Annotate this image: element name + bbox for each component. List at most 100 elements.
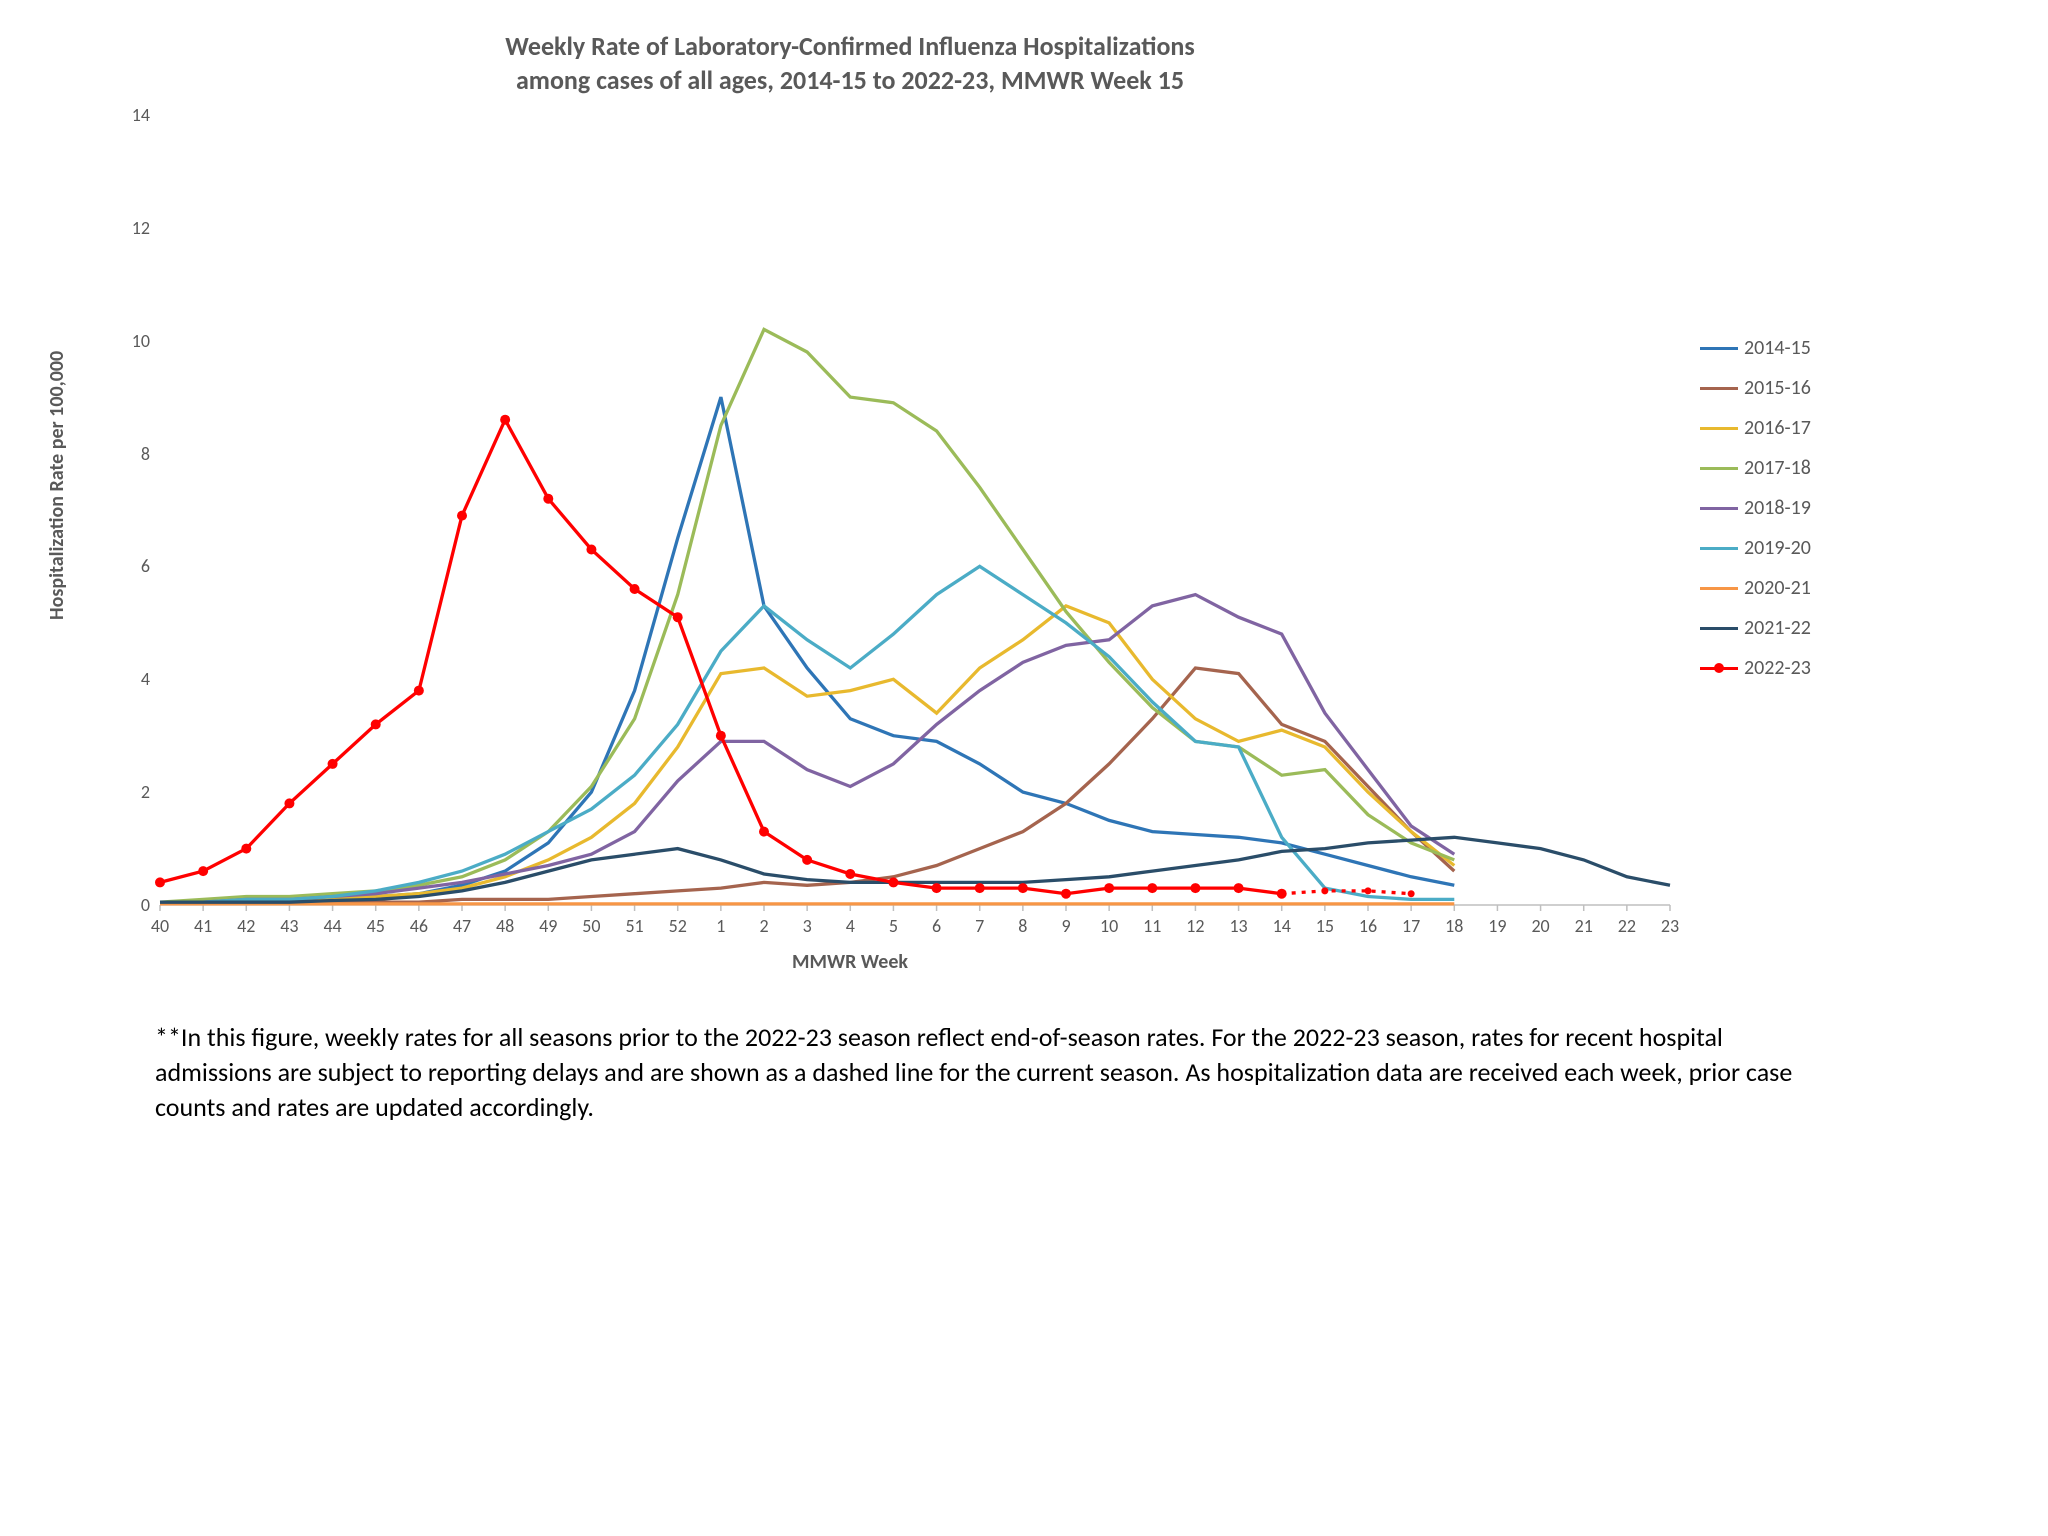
marker: [198, 866, 208, 876]
marker: [1018, 883, 1028, 893]
chart-container: Weekly Rate of Laboratory-Confirmed Infl…: [0, 0, 2048, 1536]
marker: [630, 584, 640, 594]
marker: [284, 798, 294, 808]
plot-area: [140, 95, 1690, 925]
x-tick-label: 3: [787, 915, 827, 937]
x-tick-label: 51: [615, 915, 655, 937]
marker: [457, 511, 467, 521]
marker: [1061, 889, 1071, 899]
x-tick-label: 11: [1132, 915, 1172, 937]
x-axis-label: MMWR Week: [0, 950, 1700, 974]
x-tick-label: 8: [1003, 915, 1043, 937]
series-2015-16: [160, 668, 1454, 902]
y-tick-label: 12: [110, 217, 150, 239]
marker: [586, 545, 596, 555]
x-tick-label: 47: [442, 915, 482, 937]
x-tick-label: 43: [269, 915, 309, 937]
marker-dashed: [1365, 887, 1372, 894]
x-tick-label: 49: [528, 915, 568, 937]
x-tick-label: 41: [183, 915, 223, 937]
legend-swatch: [1700, 587, 1738, 590]
marker: [1234, 883, 1244, 893]
x-tick-label: 20: [1521, 915, 1561, 937]
x-tick-label: 45: [356, 915, 396, 937]
x-tick-label: 6: [917, 915, 957, 937]
y-tick-label: 10: [110, 330, 150, 352]
legend-item: 2019-20: [1700, 535, 1811, 561]
x-tick-label: 52: [658, 915, 698, 937]
series-2017-18: [160, 329, 1454, 902]
legend-label: 2020-21: [1744, 576, 1811, 600]
legend-item: 2018-19: [1700, 495, 1811, 521]
marker: [414, 686, 424, 696]
legend-label: 2017-18: [1744, 456, 1811, 480]
x-tick-label: 12: [1175, 915, 1215, 937]
y-tick-label: 6: [110, 555, 150, 577]
marker: [716, 731, 726, 741]
y-tick-label: 2: [110, 781, 150, 803]
legend-label: 2022-23: [1744, 656, 1811, 680]
y-tick-label: 14: [110, 104, 150, 126]
x-tick-label: 16: [1348, 915, 1388, 937]
marker: [845, 869, 855, 879]
title-line-1: Weekly Rate of Laboratory-Confirmed Infl…: [505, 30, 1195, 62]
marker: [155, 877, 165, 887]
legend-swatch: [1700, 627, 1738, 630]
legend-label: 2019-20: [1744, 536, 1811, 560]
legend-marker: [1714, 663, 1724, 673]
x-tick-label: 42: [226, 915, 266, 937]
legend-label: 2018-19: [1744, 496, 1811, 520]
x-tick-label: 50: [571, 915, 611, 937]
x-tick-label: 14: [1262, 915, 1302, 937]
marker: [673, 612, 683, 622]
marker: [500, 415, 510, 425]
marker: [371, 719, 381, 729]
legend-swatch: [1700, 347, 1738, 350]
y-tick-label: 8: [110, 443, 150, 465]
legend: 2014-15 2015-16 2016-17 2017-18 2018-19 2019-…: [1700, 335, 1811, 695]
x-tick-label: 19: [1477, 915, 1517, 937]
marker: [1147, 883, 1157, 893]
x-tick-label: 7: [960, 915, 1000, 937]
x-tick-label: 22: [1607, 915, 1647, 937]
title-line-2: among cases of all ages, 2014-15 to 2022…: [516, 64, 1184, 96]
x-tick-label: 46: [399, 915, 439, 937]
legend-label: 2014-15: [1744, 336, 1811, 360]
legend-item: 2021-22: [1700, 615, 1811, 641]
legend-item: 2015-16: [1700, 375, 1811, 401]
marker-dashed: [1321, 887, 1328, 894]
x-tick-label: 1: [701, 915, 741, 937]
x-tick-label: 5: [873, 915, 913, 937]
marker: [241, 844, 251, 854]
x-tick-label: 2: [744, 915, 784, 937]
marker: [328, 759, 338, 769]
x-tick-label: 48: [485, 915, 525, 937]
x-tick-label: 17: [1391, 915, 1431, 937]
x-tick-label: 13: [1219, 915, 1259, 937]
marker: [1104, 883, 1114, 893]
legend-swatch: [1700, 547, 1738, 550]
legend-item: 2017-18: [1700, 455, 1811, 481]
marker-dashed: [1408, 890, 1415, 897]
y-axis-label: Hospitalization Rate per 100,000: [45, 351, 69, 620]
legend-item: 2022-23: [1700, 655, 1811, 681]
legend-swatch: [1700, 667, 1738, 670]
legend-swatch: [1700, 387, 1738, 390]
x-tick-label: 15: [1305, 915, 1345, 937]
x-tick-label: 21: [1564, 915, 1604, 937]
legend-label: 2021-22: [1744, 616, 1811, 640]
legend-swatch: [1700, 427, 1738, 430]
marker: [932, 883, 942, 893]
marker: [759, 827, 769, 837]
marker: [1190, 883, 1200, 893]
x-tick-label: 44: [313, 915, 353, 937]
legend-label: 2015-16: [1744, 376, 1811, 400]
legend-label: 2016-17: [1744, 416, 1811, 440]
x-tick-label: 18: [1434, 915, 1474, 937]
legend-item: 2014-15: [1700, 335, 1811, 361]
x-tick-label: 23: [1650, 915, 1690, 937]
chart-title: Weekly Rate of Laboratory-Confirmed Infl…: [0, 30, 1700, 98]
legend-swatch: [1700, 467, 1738, 470]
legend-item: 2020-21: [1700, 575, 1811, 601]
y-tick-label: 0: [110, 894, 150, 916]
